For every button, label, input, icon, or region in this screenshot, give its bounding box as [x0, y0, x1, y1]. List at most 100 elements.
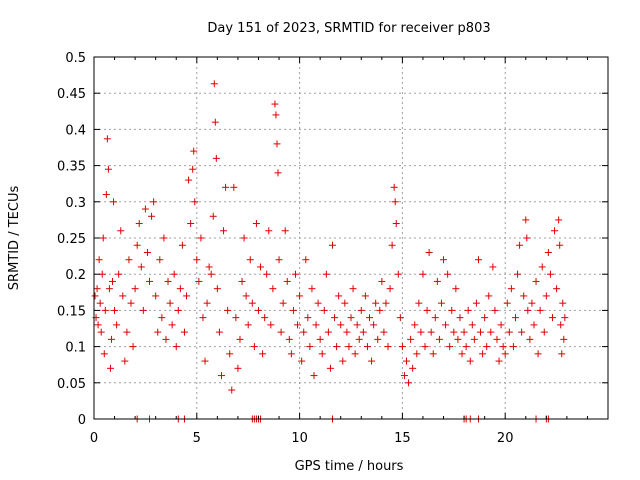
data-point [127, 299, 135, 307]
data-point [413, 350, 421, 358]
data-point [97, 328, 105, 336]
data-point [193, 256, 201, 264]
data-point [160, 234, 168, 242]
data-point [366, 314, 374, 322]
data-point [526, 335, 534, 343]
data-point [415, 299, 423, 307]
data-point [129, 343, 137, 351]
data-point [491, 306, 499, 314]
data-point [374, 335, 382, 343]
data-point [274, 169, 282, 177]
data-point [466, 357, 474, 365]
data-point [254, 306, 262, 314]
data-point [493, 335, 501, 343]
data-point [215, 328, 223, 336]
data-point [172, 343, 180, 351]
y-tick-label: 0.45 [57, 87, 86, 102]
data-point [189, 165, 197, 173]
data-point [505, 328, 513, 336]
data-point [394, 270, 402, 278]
data-point [164, 277, 172, 285]
data-point [205, 263, 213, 271]
axis-ticks [93, 56, 608, 420]
y-tick-label: 0 [78, 413, 86, 428]
data-point [318, 350, 326, 358]
y-tick-label: 0.15 [57, 304, 86, 319]
data-point [269, 285, 277, 293]
data-point [306, 343, 314, 351]
data-point [283, 277, 291, 285]
data-point [110, 198, 118, 206]
data-point [166, 299, 174, 307]
data-point [125, 256, 133, 264]
data-point [314, 299, 322, 307]
data-point [277, 328, 285, 336]
data-point [263, 270, 271, 278]
data-point [372, 299, 380, 307]
y-tick-label: 0.35 [57, 160, 86, 175]
data-point [285, 335, 293, 343]
data-point [300, 328, 308, 336]
data-point [176, 285, 184, 293]
data-point [446, 343, 454, 351]
data-point [407, 335, 415, 343]
data-point [454, 335, 462, 343]
data-point [210, 80, 218, 88]
data-point [378, 277, 386, 285]
data-point [111, 306, 119, 314]
data-point [427, 328, 435, 336]
data-point [212, 154, 220, 162]
data-point [267, 321, 275, 329]
data-point [113, 321, 121, 329]
data-point [514, 270, 522, 278]
data-point [392, 220, 400, 228]
data-point [382, 299, 390, 307]
data-point [190, 147, 198, 155]
data-point [353, 321, 361, 329]
data-point [195, 277, 203, 285]
data-point [507, 285, 515, 293]
y-tick-label: 0.1 [65, 341, 86, 356]
data-point [357, 306, 365, 314]
data-point [501, 350, 509, 358]
data-point [154, 328, 162, 336]
data-point [322, 270, 330, 278]
data-point [452, 285, 460, 293]
data-point [109, 277, 117, 285]
data-point [468, 321, 476, 329]
data-point [417, 328, 425, 336]
data-point [199, 314, 207, 322]
data-point [345, 343, 353, 351]
data-point [178, 241, 186, 249]
data-point [133, 241, 141, 249]
data-point [530, 321, 538, 329]
data-point [222, 183, 230, 191]
data-point [121, 357, 129, 365]
data-point [275, 256, 283, 264]
y-tick-label: 0.5 [65, 51, 86, 66]
data-point [135, 220, 143, 228]
data-point [518, 328, 526, 336]
data-point [207, 270, 215, 278]
data-point [107, 335, 115, 343]
data-point [335, 292, 343, 300]
x-tick-label: 15 [394, 431, 411, 446]
data-point [152, 292, 160, 300]
data-point [102, 191, 110, 199]
data-point [326, 364, 334, 372]
y-tick-label: 0.4 [65, 123, 86, 138]
data-point [384, 343, 392, 351]
data-point [328, 241, 336, 249]
data-point [553, 285, 561, 293]
data-point [252, 220, 260, 228]
data-point [209, 212, 217, 220]
data-point [185, 176, 193, 184]
data-point [119, 292, 127, 300]
data-point [448, 306, 456, 314]
data-point [101, 306, 109, 314]
data-point [143, 248, 151, 256]
data-point [435, 335, 443, 343]
data-point [462, 343, 470, 351]
data-point [228, 386, 236, 394]
data-point [391, 198, 399, 206]
